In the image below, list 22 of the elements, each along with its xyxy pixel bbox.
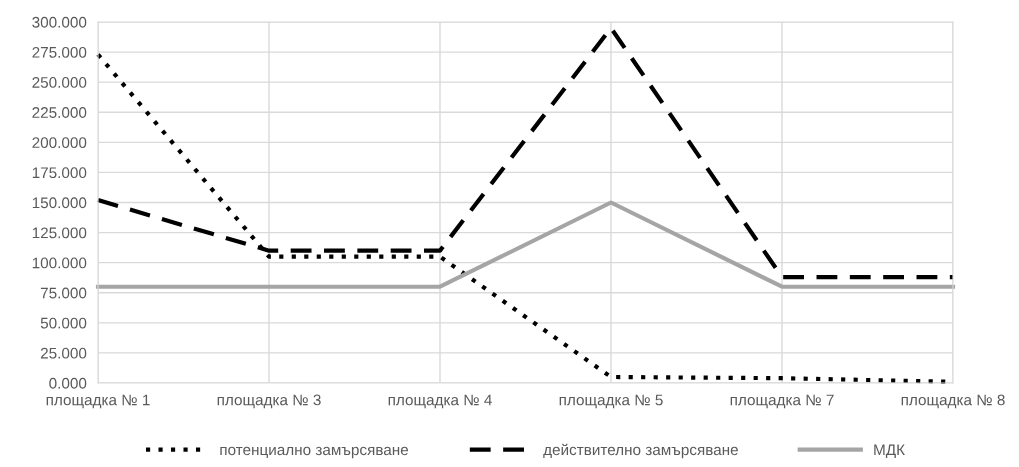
- x-tick-label: площадка № 1: [46, 394, 150, 409]
- x-tick-label: площадка № 8: [901, 394, 1005, 409]
- legend-label: потенциално замърсяване: [220, 446, 409, 459]
- y-tick-label: 175.000: [32, 167, 87, 179]
- y-tick-label: 125.000: [32, 227, 87, 239]
- legend-label: действително замърсяване: [543, 443, 738, 459]
- legend-label: МДК: [874, 444, 905, 459]
- y-tick-label: 0.000: [49, 377, 87, 389]
- x-tick-label: площадка № 3: [217, 394, 321, 409]
- y-tick-label: 200.000: [32, 137, 87, 149]
- y-tick-label: 250.000: [32, 77, 87, 88]
- y-tick-label: 100.000: [32, 257, 87, 269]
- x-tick-label: площадка № 5: [559, 394, 663, 409]
- x-tick-label: площадка № 4: [388, 394, 492, 409]
- y-tick-label: 150.000: [32, 197, 87, 209]
- x-tick-label: площадка № 7: [730, 394, 834, 409]
- y-tick-label: 75.000: [40, 287, 87, 299]
- y-tick-label: 25.000: [40, 347, 87, 359]
- y-tick-label: 50.000: [40, 317, 87, 329]
- y-tick-label: 300.000: [32, 16, 87, 28]
- y-tick-label: 275.000: [32, 46, 87, 58]
- y-tick-label: 225.000: [32, 107, 87, 118]
